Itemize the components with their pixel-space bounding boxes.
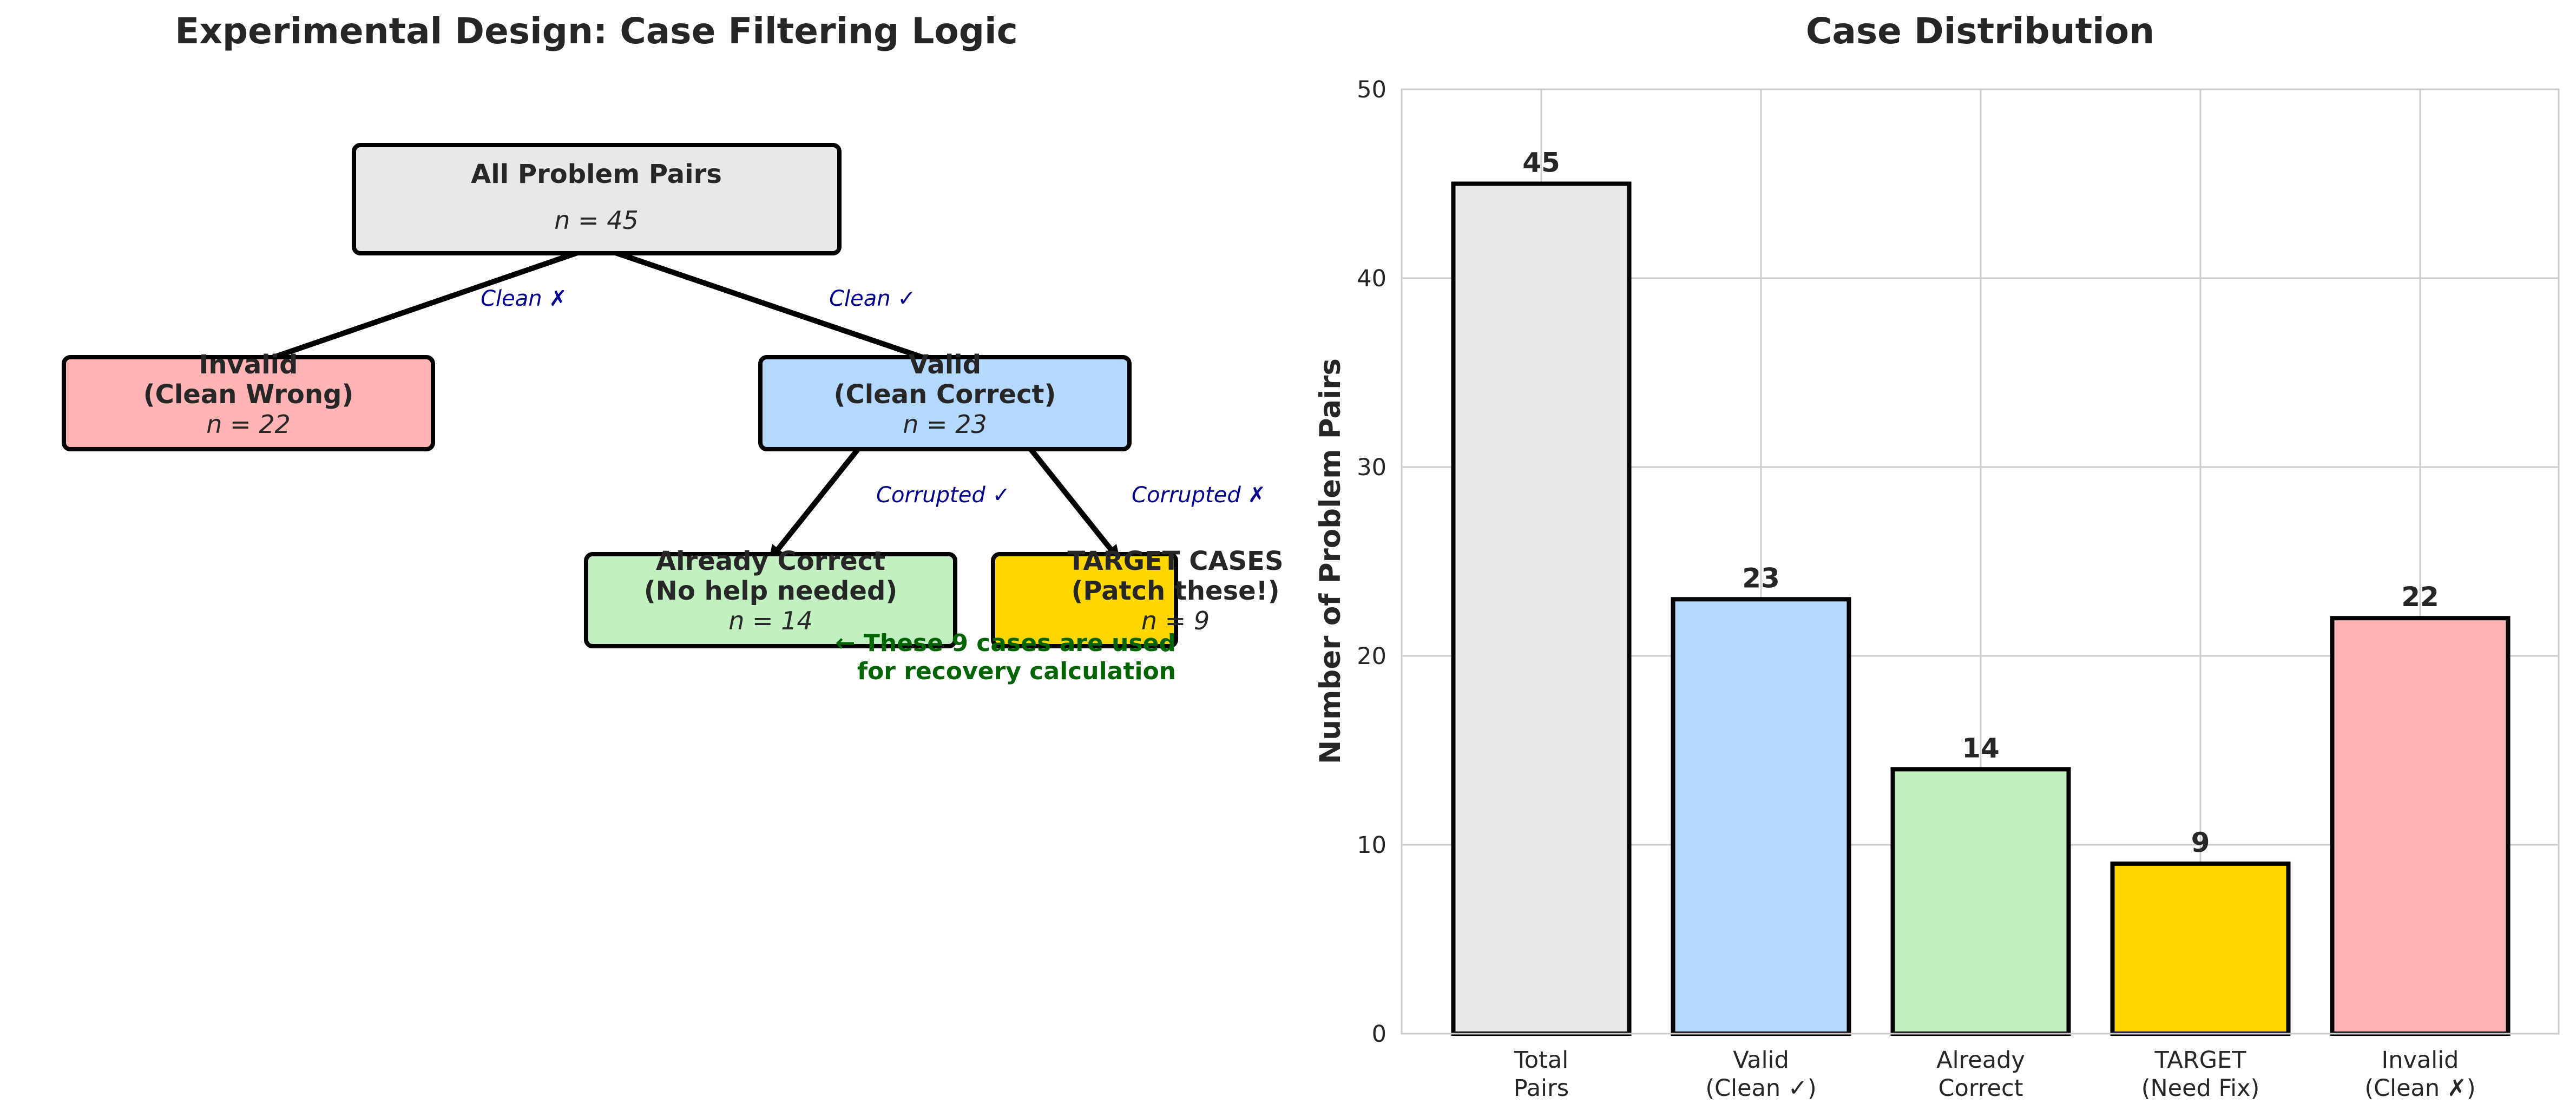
edge-valid-to-already: [774, 440, 866, 554]
bar: [1451, 181, 1632, 1036]
y-tick-label: 0: [1372, 1021, 1386, 1048]
chart-title: Case Distribution: [1806, 10, 2154, 52]
bar-chart: Case Distribution 0 10 20 30 40 50 TotalPairs…: [1314, 10, 2560, 1102]
bar: [2330, 616, 2511, 1036]
edge-all-to-invalid: [268, 244, 599, 361]
node-invalid: Invalid (Clean Wrong) n = 22: [62, 350, 435, 451]
bar-value-label: 14: [1962, 732, 2000, 764]
x-tick-label: (Need Fix): [2141, 1075, 2260, 1102]
node-target-count: n = 9: [1141, 606, 1210, 635]
edge-label-corrupted-correct: Corrupted ✓: [876, 483, 1010, 508]
bar: [1890, 767, 2071, 1036]
x-tick-label: Total: [1514, 1047, 1568, 1074]
node-valid-box: [758, 355, 1132, 451]
edge-label-clean-correct: Clean ✓: [829, 286, 916, 311]
node-all-count: n = 45: [554, 206, 638, 235]
node-invalid-box: [62, 355, 435, 451]
node-target-title: TARGET CASES: [1067, 546, 1283, 576]
plot-area-frame: [1401, 88, 2560, 1035]
chart-data-labels: 45 23 14 9 22: [1522, 147, 2439, 858]
bar-value-label: 45: [1522, 147, 1560, 179]
node-target-subtitle: (Patch these!): [1071, 576, 1279, 606]
node-all-box: [352, 143, 842, 255]
node-target-cases: TARGET CASES (Patch these!) n = 9: [991, 546, 1284, 648]
x-tick-label: Invalid: [2382, 1047, 2459, 1074]
node-already-box: [584, 552, 957, 648]
node-invalid-count: n = 22: [206, 410, 290, 439]
edge-label-clean-wrong: Clean ✗: [481, 286, 567, 311]
node-target-box: [991, 552, 1178, 648]
node-already-correct: Already Correct (No help needed) n = 14: [584, 546, 957, 648]
flow-edges: [268, 244, 1115, 554]
bar-value-label: 23: [1742, 562, 1780, 594]
node-all-problem-pairs: All Problem Pairs n = 45: [352, 143, 842, 255]
y-tick-label: 50: [1357, 76, 1386, 103]
recovery-note-line1: ← These 9 cases are used: [836, 629, 1176, 657]
node-valid-title: Valid: [909, 350, 981, 380]
node-valid-count: n = 23: [903, 410, 987, 439]
y-tick-label: 10: [1357, 832, 1386, 859]
x-tick-label: Correct: [1938, 1075, 2023, 1102]
node-all-title: All Problem Pairs: [471, 159, 722, 189]
bar-value-label: 22: [2401, 581, 2439, 613]
node-valid-subtitle: (Clean Correct): [834, 379, 1056, 410]
node-already-count: n = 14: [728, 606, 812, 635]
flow-title: Experimental Design: Case Filtering Logi…: [175, 10, 1018, 52]
x-tick-label: Already: [1936, 1047, 2025, 1074]
edge-all-to-valid: [594, 244, 928, 361]
bar-value-label: 9: [2191, 827, 2210, 858]
node-already-subtitle: (No help needed): [644, 576, 898, 606]
edge-label-corrupted-wrong: Corrupted ✗: [1132, 483, 1266, 508]
node-invalid-subtitle: (Clean Wrong): [143, 379, 354, 410]
chart-y-ticks: 0 10 20 30 40 50: [1357, 76, 1386, 1048]
bar: [2110, 861, 2291, 1036]
y-axis-label: Number of Problem Pairs: [1314, 358, 1347, 764]
flow-diagram: Experimental Design: Case Filtering Logi…: [62, 10, 1284, 685]
recovery-note-line2: for recovery calculation: [857, 658, 1176, 685]
node-valid: Valid (Clean Correct) n = 23: [758, 350, 1132, 451]
node-invalid-title: Invalid: [199, 350, 298, 380]
x-tick-label: TARGET: [2154, 1047, 2247, 1074]
y-tick-label: 30: [1357, 454, 1386, 481]
x-tick-label: (Clean ✓): [1705, 1075, 1816, 1102]
bar: [1671, 597, 1851, 1036]
x-tick-label: (Clean ✗): [2364, 1075, 2475, 1102]
y-tick-label: 40: [1357, 265, 1386, 292]
y-tick-label: 20: [1357, 643, 1386, 670]
edge-valid-to-target: [1023, 440, 1115, 554]
chart-bars: [1451, 181, 2511, 1036]
x-tick-label: Valid: [1733, 1047, 1789, 1074]
x-tick-label: Pairs: [1514, 1075, 1569, 1102]
node-already-title: Already Correct: [656, 546, 885, 576]
